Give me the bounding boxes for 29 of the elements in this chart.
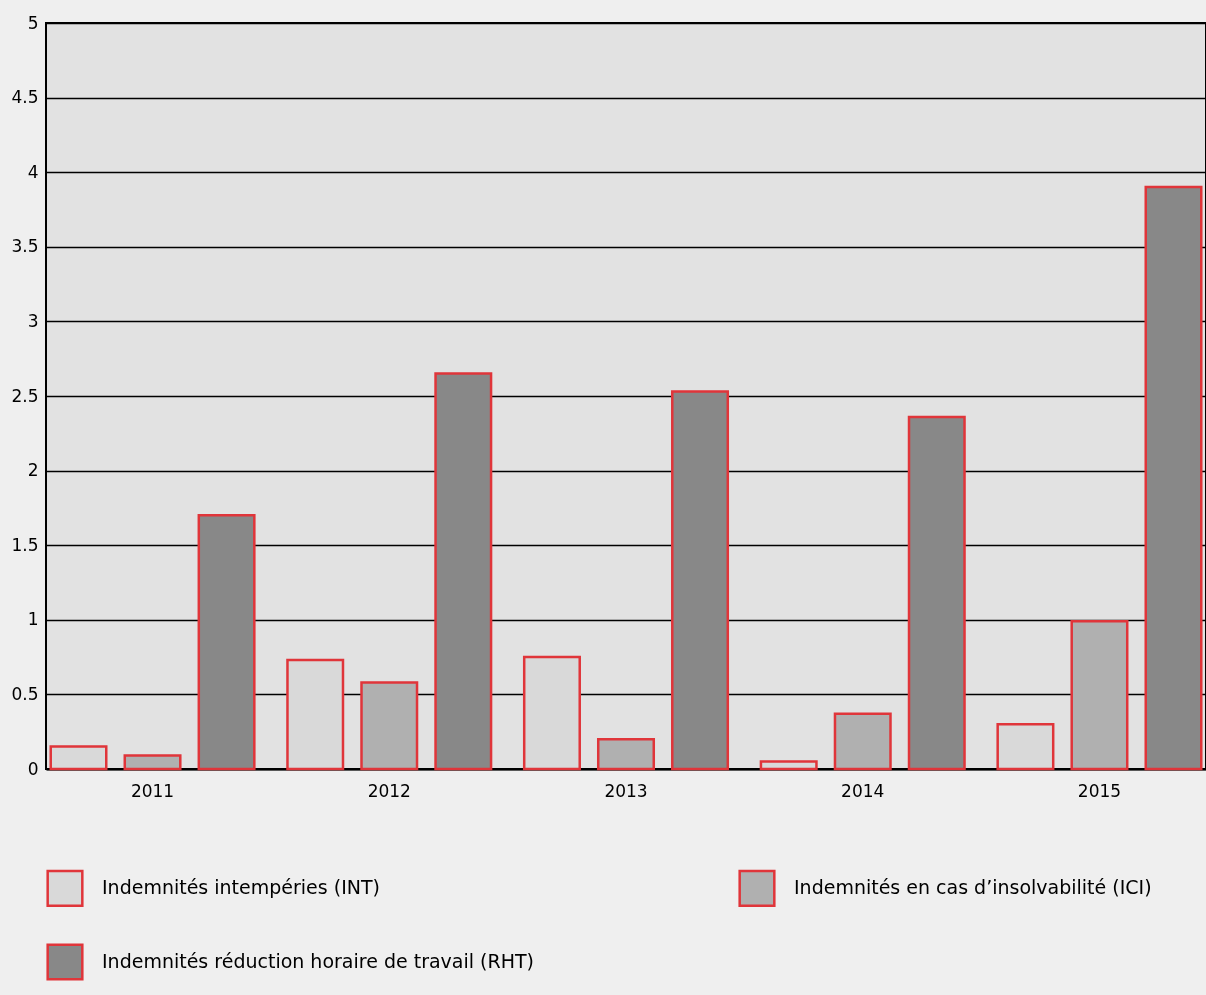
y-tick-label: 4.5	[11, 87, 39, 108]
x-tick-label: 2012	[367, 780, 411, 801]
bar	[671, 390, 730, 771]
bar	[434, 372, 493, 771]
bar	[197, 514, 256, 771]
bar	[360, 681, 419, 771]
bar	[907, 415, 966, 771]
bar	[123, 754, 182, 771]
bar	[1070, 620, 1129, 771]
y-tick-label: 1.5	[11, 534, 39, 555]
y-tick-label: 4	[27, 161, 39, 182]
y-tick-label: 1	[27, 609, 39, 630]
x-tick-label: 2013	[604, 780, 648, 801]
y-tick-label: 2.5	[11, 385, 39, 406]
legend-label: Indemnités en cas d’insolvabilité (ICI)	[794, 876, 1152, 899]
y-tick-label: 3.5	[11, 236, 39, 257]
bar	[1144, 185, 1203, 771]
legend-label: Indemnités réduction horaire de travail (RHT)	[102, 950, 534, 972]
y-tick-label: 0.5	[11, 683, 39, 704]
bar	[596, 737, 656, 771]
legend-label: Indemnités intempéries (INT)	[102, 876, 380, 899]
x-tick-label: 2011	[130, 780, 175, 801]
y-tick-label: 2	[27, 460, 39, 481]
x-tick-label: 2015	[1077, 780, 1122, 801]
y-tick-label: 5	[27, 12, 39, 33]
y-tick-label: 0	[27, 758, 39, 779]
x-tick-label: 2014	[841, 780, 885, 801]
bar	[833, 712, 892, 771]
y-tick-label: 3	[27, 310, 39, 331]
